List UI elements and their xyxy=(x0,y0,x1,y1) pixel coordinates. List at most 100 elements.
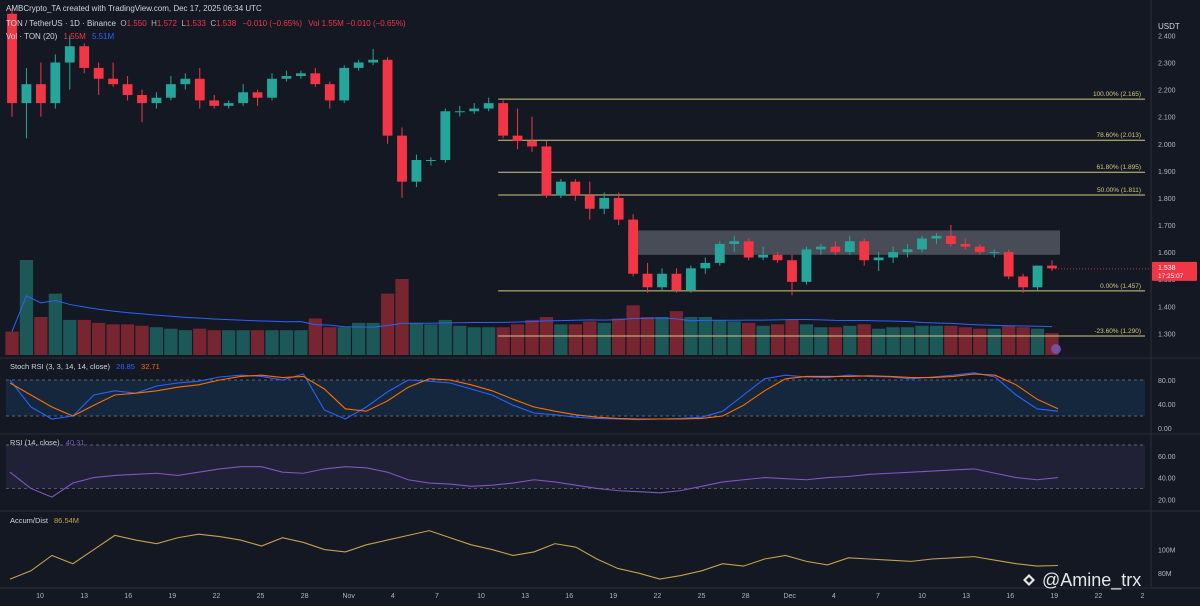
candle-body xyxy=(324,84,335,101)
volume-bar xyxy=(149,327,164,355)
candle-body xyxy=(7,13,17,104)
volume-bar xyxy=(48,293,62,355)
time-axis-tick: 19 xyxy=(1050,593,1058,600)
volume-bar xyxy=(178,330,192,355)
volume-bar xyxy=(929,325,944,355)
stoch-rsi-axis-tick: 40.00 xyxy=(1158,402,1176,409)
volume-bar xyxy=(568,324,582,355)
stoch-rsi-series-line xyxy=(9,373,1059,420)
candle-body xyxy=(79,46,90,68)
volume-bar xyxy=(900,327,915,355)
ohlc-open: O1.550 xyxy=(118,19,147,28)
candle-body xyxy=(613,197,624,220)
volume-bar xyxy=(973,328,987,355)
rsi-legend[interactable]: RSI (14, close) 40.31 xyxy=(10,438,84,447)
time-axis-tick: 28 xyxy=(742,593,750,600)
price-axis-tick: 2.300 xyxy=(1158,61,1176,68)
volume-ma-line xyxy=(11,295,1053,332)
candle-body xyxy=(440,111,451,160)
symbol-name[interactable]: TON / TetherUS · 1D · Binance xyxy=(6,19,116,28)
fib-level-label: 0.00% (1.457) xyxy=(1100,283,1141,290)
candle-body xyxy=(1047,265,1057,269)
volume-bar xyxy=(323,327,337,355)
ohlc-close: C1.538 xyxy=(208,19,237,28)
volume-bar xyxy=(236,330,250,355)
time-axis-tick: 7 xyxy=(435,593,439,600)
candle-body xyxy=(339,67,350,101)
candle-body xyxy=(714,243,725,263)
volume-bar xyxy=(1030,328,1045,355)
candle-body xyxy=(642,273,653,288)
candle-body xyxy=(902,249,913,253)
rsi-title: RSI (14, close) xyxy=(10,438,60,447)
volume-bar xyxy=(843,325,857,355)
candle-body xyxy=(425,160,436,161)
stoch-rsi-axis-tick: 80.00 xyxy=(1158,378,1176,385)
stoch-rsi-band-fill xyxy=(6,380,1145,416)
candle-body xyxy=(700,262,711,269)
fib-level-label: -23.60% (1.290) xyxy=(1094,328,1141,335)
volume-bar xyxy=(626,305,640,355)
candle-body xyxy=(830,246,841,253)
candle-body xyxy=(685,268,696,290)
candle-body xyxy=(555,181,566,196)
candle-body xyxy=(1032,265,1043,288)
volume-bar xyxy=(120,324,135,355)
accum-dist-value: 86.54M xyxy=(54,516,80,525)
volume-bar xyxy=(5,331,19,355)
time-axis-tick: Nov xyxy=(342,593,355,600)
diamond-logo-icon xyxy=(1023,574,1035,586)
last-price-tag xyxy=(1152,261,1197,281)
candle-body xyxy=(252,92,263,98)
candle-body xyxy=(498,103,509,136)
candle-body xyxy=(758,254,769,258)
volume-bar xyxy=(482,327,496,355)
candle-body xyxy=(628,219,639,274)
candle-body xyxy=(382,59,393,136)
candle-body xyxy=(397,135,407,182)
volume-legend-value-1: 1.55M xyxy=(63,32,86,41)
volume-bar xyxy=(279,330,294,355)
rsi-axis-tick: 40.00 xyxy=(1158,476,1176,483)
candle-body xyxy=(657,273,667,288)
volume-bar xyxy=(799,324,814,355)
volume-bar xyxy=(366,322,380,355)
accum-dist-title: Accum/Dist xyxy=(10,516,48,525)
volume-bar xyxy=(727,321,741,355)
time-axis-tick: 22 xyxy=(654,593,662,600)
volume-bar xyxy=(510,324,525,355)
currency-label[interactable]: USDT xyxy=(1158,22,1180,31)
volume-bar xyxy=(742,322,756,355)
volume-bar xyxy=(34,317,48,355)
time-axis-tick: 19 xyxy=(609,593,617,600)
candle-body xyxy=(960,243,971,247)
candle-body xyxy=(108,78,119,85)
candle-body xyxy=(584,195,595,209)
volume-bar xyxy=(409,322,424,355)
price-axis-tick: 2.200 xyxy=(1158,88,1176,95)
candle-body xyxy=(469,108,480,112)
candle-body xyxy=(238,92,249,104)
candle-body xyxy=(945,235,956,244)
accum-dist-legend[interactable]: Accum/Dist 86.54M xyxy=(10,516,79,525)
volume-bar xyxy=(915,325,929,355)
volume-bar xyxy=(453,325,467,355)
volume-legend[interactable]: Vol · TON (20) 1.55M 5.51M xyxy=(6,32,114,41)
candle-body xyxy=(541,146,552,196)
volume-bar xyxy=(1016,327,1030,355)
time-axis-tick: 16 xyxy=(565,593,573,600)
volume-bar xyxy=(612,318,626,355)
rsi-band-fill xyxy=(6,445,1145,489)
volume-bar xyxy=(222,330,236,355)
price-axis-tick: 1.700 xyxy=(1158,223,1176,230)
rsi-axis-tick: 60.00 xyxy=(1158,454,1176,461)
candle-body xyxy=(35,84,46,104)
price-axis-tick: 2.000 xyxy=(1158,142,1176,149)
stoch-rsi-legend[interactable]: Stoch RSI (3, 3, 14, 14, close) 28.85 32… xyxy=(10,362,160,371)
price-axis-tick: 1.400 xyxy=(1158,304,1176,311)
candle-body xyxy=(917,238,927,250)
candle-body xyxy=(180,78,191,85)
volume-bar xyxy=(77,319,91,355)
candle-body xyxy=(888,252,899,258)
